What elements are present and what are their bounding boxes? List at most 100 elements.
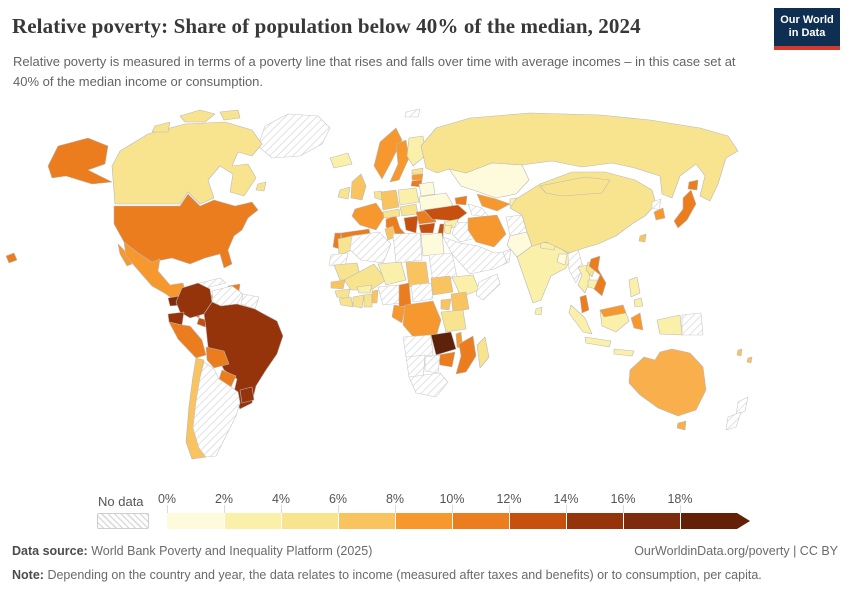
region-lesser-sunda[interactable] xyxy=(613,348,635,357)
region-bulgaria[interactable] xyxy=(418,222,436,234)
region-philippines[interactable] xyxy=(628,276,641,298)
legend-segment-6[interactable] xyxy=(452,513,509,529)
region-canada-islands-a[interactable] xyxy=(179,109,216,123)
attribution-link[interactable]: OurWorldinData.org/poverty | CC BY xyxy=(634,544,838,558)
region-ghana[interactable] xyxy=(363,293,373,308)
region-uzbekistan[interactable] xyxy=(476,193,511,212)
region-greenland[interactable] xyxy=(257,113,331,159)
region-hawaii[interactable] xyxy=(5,252,18,264)
region-bolivia[interactable] xyxy=(205,346,230,369)
region-malaysia-borneo[interactable] xyxy=(599,304,627,318)
region-south-korea[interactable] xyxy=(653,207,666,221)
region-fiji[interactable] xyxy=(736,348,743,357)
region-czech-hungary[interactable] xyxy=(399,203,419,217)
region-algeria[interactable] xyxy=(349,231,392,264)
region-iceland[interactable] xyxy=(329,152,353,169)
region-south-sudan[interactable] xyxy=(430,275,454,296)
region-malaysia-peninsula[interactable] xyxy=(579,294,590,314)
region-uganda[interactable] xyxy=(440,298,452,311)
region-senegal[interactable] xyxy=(330,279,346,290)
region-new-zealand-south[interactable] xyxy=(725,411,742,431)
region-norway[interactable] xyxy=(373,127,403,180)
legend-no-data-swatch[interactable] xyxy=(97,513,149,529)
region-newfoundland[interactable] xyxy=(255,181,267,192)
region-hokkaido[interactable] xyxy=(687,179,699,191)
legend-segment-5[interactable] xyxy=(395,513,452,529)
legend-segment-9[interactable] xyxy=(623,513,680,529)
region-angola[interactable] xyxy=(402,334,434,358)
region-serbia-balkans[interactable] xyxy=(403,215,419,234)
region-iran[interactable] xyxy=(467,214,507,248)
legend-segment-4[interactable] xyxy=(338,513,395,529)
region-caucasus[interactable] xyxy=(454,195,468,206)
region-new-zealand-north[interactable] xyxy=(735,396,749,417)
region-germany[interactable] xyxy=(380,189,400,211)
region-burkina-faso[interactable] xyxy=(356,284,373,294)
region-cameroon[interactable] xyxy=(398,282,412,308)
region-costa-rica[interactable] xyxy=(196,317,208,328)
region-japan[interactable] xyxy=(673,189,697,229)
region-mongolia[interactable] xyxy=(539,176,611,197)
region-benin-togo[interactable] xyxy=(371,289,379,304)
region-baja[interactable] xyxy=(117,243,133,267)
region-libya[interactable] xyxy=(392,232,423,264)
region-egypt[interactable] xyxy=(420,232,445,257)
region-niger[interactable] xyxy=(377,261,407,286)
region-argentina[interactable] xyxy=(192,361,241,458)
region-kenya[interactable] xyxy=(450,291,470,313)
region-france[interactable] xyxy=(351,202,386,231)
legend-segment-3[interactable] xyxy=(281,513,338,529)
region-canada-islands-b[interactable] xyxy=(219,109,241,121)
region-latvia[interactable] xyxy=(411,173,424,181)
region-sweden[interactable] xyxy=(389,139,410,183)
region-madagascar[interactable] xyxy=(476,336,490,369)
region-turkey[interactable] xyxy=(423,204,468,222)
region-kazakhstan[interactable] xyxy=(448,162,530,199)
region-south-africa[interactable] xyxy=(408,372,449,398)
region-mali[interactable] xyxy=(343,263,387,291)
region-poland[interactable] xyxy=(397,187,420,206)
region-benelux[interactable] xyxy=(373,190,383,201)
legend-segment-7[interactable] xyxy=(509,513,566,529)
region-alaska[interactable] xyxy=(47,137,113,185)
owid-logo[interactable]: Our World in Data xyxy=(774,8,840,50)
region-papua-new-guinea[interactable] xyxy=(681,312,704,336)
region-sierra-leone-liberia[interactable] xyxy=(338,296,354,308)
region-somalia[interactable] xyxy=(475,273,501,301)
region-switzerland-austria[interactable] xyxy=(382,208,401,219)
region-sumatra[interactable] xyxy=(568,304,593,335)
region-west-papua[interactable] xyxy=(656,314,683,336)
region-bangladesh[interactable] xyxy=(556,253,568,266)
region-botswana[interactable] xyxy=(424,354,441,374)
region-tasmania[interactable] xyxy=(676,420,687,431)
region-mozambique[interactable] xyxy=(455,335,477,375)
region-canada-islands-c[interactable] xyxy=(151,121,171,133)
region-estonia[interactable] xyxy=(411,167,424,175)
region-peru[interactable] xyxy=(168,321,207,359)
region-jordan[interactable] xyxy=(443,224,453,235)
legend-segment-10[interactable] xyxy=(680,513,737,529)
region-central-african-republic[interactable] xyxy=(410,282,434,303)
legend-segment-2[interactable] xyxy=(224,513,281,529)
region-philippines-south[interactable] xyxy=(633,297,644,308)
region-vanuatu[interactable] xyxy=(746,356,753,364)
region-ivory-coast[interactable] xyxy=(352,294,365,309)
region-gabon-congo[interactable] xyxy=(391,304,406,324)
region-taiwan[interactable] xyxy=(638,233,647,243)
region-canada[interactable] xyxy=(111,121,263,205)
region-uk[interactable] xyxy=(350,173,367,201)
region-belarus[interactable] xyxy=(418,181,436,197)
region-sulawesi[interactable] xyxy=(630,312,644,331)
legend-segment-1[interactable] xyxy=(167,513,224,529)
region-tanzania[interactable] xyxy=(440,309,467,333)
region-svalbard[interactable] xyxy=(404,108,421,118)
region-india[interactable] xyxy=(516,241,573,304)
region-finland[interactable] xyxy=(406,135,427,167)
region-java[interactable] xyxy=(584,336,612,348)
region-ireland[interactable] xyxy=(337,186,351,200)
region-uruguay[interactable] xyxy=(239,386,255,404)
legend-segment-8[interactable] xyxy=(566,513,623,529)
region-zambia[interactable] xyxy=(430,331,457,356)
region-zimbabwe[interactable] xyxy=(437,351,456,368)
region-sri-lanka[interactable] xyxy=(534,306,543,316)
